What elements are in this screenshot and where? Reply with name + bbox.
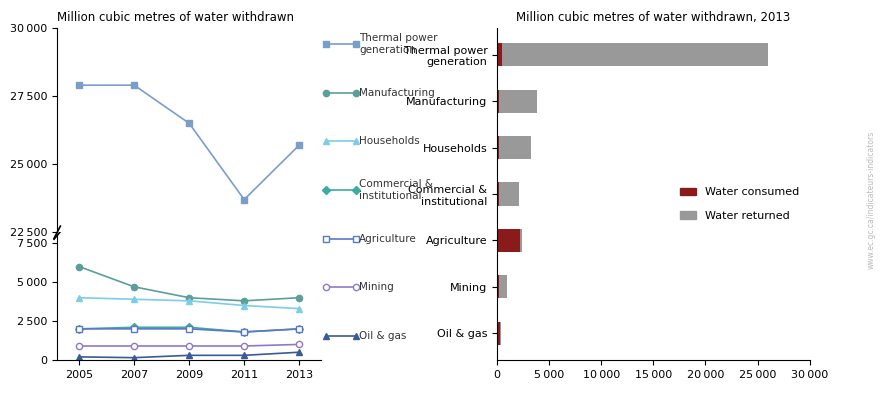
Text: Million cubic metres of water withdrawn: Million cubic metres of water withdrawn [57, 11, 294, 24]
Bar [499, 136, 531, 159]
Text: Mining: Mining [359, 282, 393, 292]
Bar [501, 322, 502, 345]
Bar [497, 90, 499, 113]
Bar [502, 43, 768, 66]
Title: Million cubic metres of water withdrawn, 2013: Million cubic metres of water withdrawn,… [517, 11, 790, 24]
Legend: Water consumed, Water returned: Water consumed, Water returned [675, 183, 804, 225]
Text: Oil & gas: Oil & gas [359, 331, 407, 341]
Bar [520, 229, 522, 252]
Bar [497, 322, 501, 345]
Bar [497, 182, 499, 206]
Text: www.ec.gc.ca/indicateurs-indicators: www.ec.gc.ca/indicateurs-indicators [867, 131, 876, 269]
Text: Commercial &
institutional: Commercial & institutional [359, 179, 433, 201]
Bar [497, 136, 499, 159]
Text: Thermal power
generation: Thermal power generation [359, 33, 437, 55]
Bar [497, 229, 520, 252]
Text: Manufacturing: Manufacturing [359, 88, 435, 98]
Text: Agriculture: Agriculture [359, 234, 417, 244]
Bar [499, 275, 507, 298]
Bar [499, 182, 518, 206]
Bar [497, 43, 502, 66]
Bar [499, 90, 537, 113]
Bar [497, 275, 499, 298]
Text: Households: Households [359, 136, 420, 146]
